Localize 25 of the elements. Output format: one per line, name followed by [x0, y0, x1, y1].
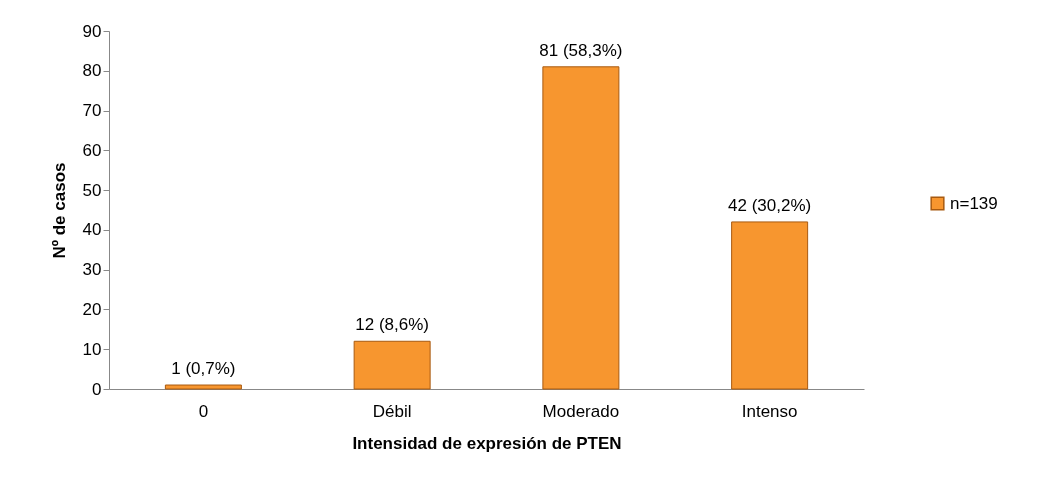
- x-tick-label: Intenso: [741, 401, 798, 421]
- bar: [353, 340, 431, 390]
- y-tick-label: 80: [82, 61, 102, 81]
- y-tick-label: 40: [82, 220, 102, 240]
- y-tick-label: 70: [82, 101, 102, 121]
- data-label: 12 (8,6%): [355, 315, 429, 335]
- x-tick-label: Moderado: [542, 401, 620, 421]
- y-tick-label: 10: [82, 339, 102, 359]
- data-label: 1 (0,7%): [171, 359, 236, 379]
- y-tick-label: 20: [82, 299, 102, 319]
- y-tick-label: 60: [82, 140, 102, 160]
- y-tick-label: 50: [82, 180, 102, 200]
- y-tick-label: 30: [82, 260, 102, 280]
- y-tick-label: 90: [82, 21, 102, 41]
- bar: [542, 66, 620, 390]
- x-tick-label: Débil: [372, 401, 412, 421]
- data-label: 81 (58,3%): [539, 40, 623, 60]
- data-label: 42 (30,2%): [728, 195, 812, 215]
- legend-label: n=139: [950, 193, 998, 213]
- x-tick-label: 0: [198, 401, 209, 421]
- x-axis-title: Intensidad de expresión de PTEN: [352, 433, 622, 453]
- bar: [731, 221, 809, 390]
- y-tick-label: 0: [92, 379, 102, 399]
- bar: [164, 384, 242, 390]
- y-axis-title: Nº de casos: [49, 162, 69, 259]
